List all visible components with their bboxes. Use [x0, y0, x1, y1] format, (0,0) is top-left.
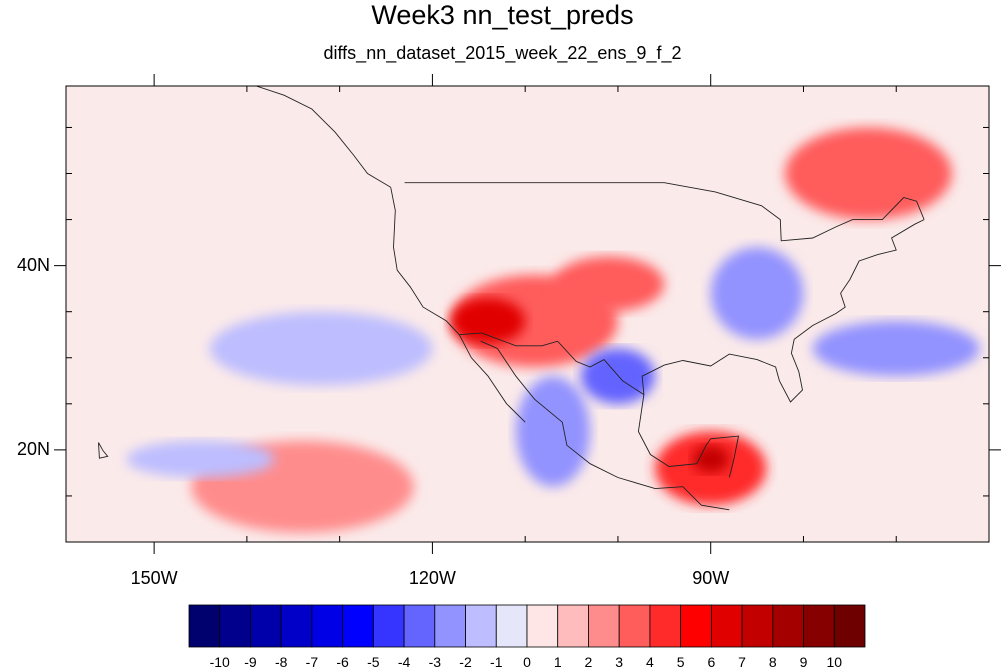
plot-frame [65, 85, 990, 543]
colorbar-swatch [311, 604, 344, 648]
colorbar-swatch [618, 604, 651, 648]
mexico-gulf-coast [637, 394, 740, 478]
axis-ticks [54, 74, 1001, 554]
colorbar-swatch [250, 604, 282, 648]
colorbar-label: 8 [768, 654, 777, 670]
field-cool-pacific-1 [209, 311, 433, 386]
colorbar-swatch [403, 604, 436, 648]
colorbar-label: -4 [397, 654, 411, 670]
gulf-coast [641, 219, 925, 403]
colorbar-swatch [772, 604, 804, 648]
colorbar-label: 2 [584, 654, 593, 670]
colorbar-swatch [372, 604, 405, 648]
us-west-coast [390, 187, 460, 336]
hawaii [98, 442, 109, 459]
colorbar-swatch [649, 604, 682, 648]
lon-label: 120W [408, 568, 456, 588]
colorbar-label: 3 [615, 654, 624, 670]
colorbar-swatch [342, 604, 374, 648]
colorbar-label: -6 [336, 654, 349, 670]
colorbar-label: -7 [305, 654, 319, 670]
colorbar-label: 7 [738, 654, 746, 670]
colorbar-swatch [465, 604, 497, 648]
field-cool-atlantic [812, 320, 980, 377]
field-cool-mexico-coast [515, 376, 591, 487]
colorbar-swatch [741, 604, 774, 648]
colorbar-swatch [526, 604, 559, 648]
field-hot-southwest [450, 297, 526, 344]
anomaly-field [66, 86, 989, 542]
colorbar-swatch [588, 604, 620, 648]
field-warm-plains [553, 256, 665, 312]
bc-coast [253, 86, 391, 188]
map-subtitle: diffs_nn_dataset_2015_week_22_ens_9_f_2 [323, 43, 682, 63]
field-cool-pacific-2 [126, 440, 275, 478]
colorbar-swatch [833, 604, 866, 648]
colorbar-label: 6 [707, 654, 716, 670]
lat-label: 40N [16, 254, 50, 275]
field-hot-gulf-mexico [692, 445, 730, 473]
colorbar-label: 9 [799, 654, 808, 670]
colorbar-label: 1 [553, 654, 562, 670]
colorbar-swatch [710, 604, 743, 648]
colorbar-label: -3 [428, 654, 442, 670]
colorbar-label: 5 [676, 654, 685, 670]
colorbar-label: 0 [523, 654, 531, 670]
colorbar-label: -5 [367, 654, 380, 670]
lon-label: 90W [692, 568, 730, 588]
us-canada-border [404, 182, 925, 242]
colorbar-label: -1 [490, 654, 503, 670]
colorbar-swatch [280, 604, 313, 648]
baja-coast [458, 334, 526, 423]
colorbar-label: 10 [826, 654, 843, 670]
map-title: Week3 nn_test_preds [371, 0, 634, 30]
colorbar-swatch [434, 604, 466, 648]
lon-label: 150W [130, 568, 178, 588]
field-cool-midwest [710, 247, 804, 340]
colorbar-swatch [680, 604, 712, 648]
colorbar-swatch [219, 604, 251, 648]
colorbar-label: -2 [459, 654, 472, 670]
colorbar-label: -9 [244, 654, 257, 670]
colorbar-swatch [495, 604, 528, 648]
colorbar [188, 604, 866, 648]
mexico-pacific-coast [480, 340, 730, 511]
colorbar-swatch [803, 604, 835, 648]
coastlines [98, 86, 925, 511]
colorbar-swatch [557, 604, 589, 648]
us-mexico-border [459, 332, 645, 395]
colorbar-label: -10 [209, 654, 230, 670]
colorbar-label: -8 [274, 654, 288, 670]
colorbar-swatch [188, 604, 221, 648]
lat-label: 20N [16, 438, 50, 459]
field-warm-quebec [784, 127, 952, 220]
colorbar-label: 4 [646, 654, 654, 670]
